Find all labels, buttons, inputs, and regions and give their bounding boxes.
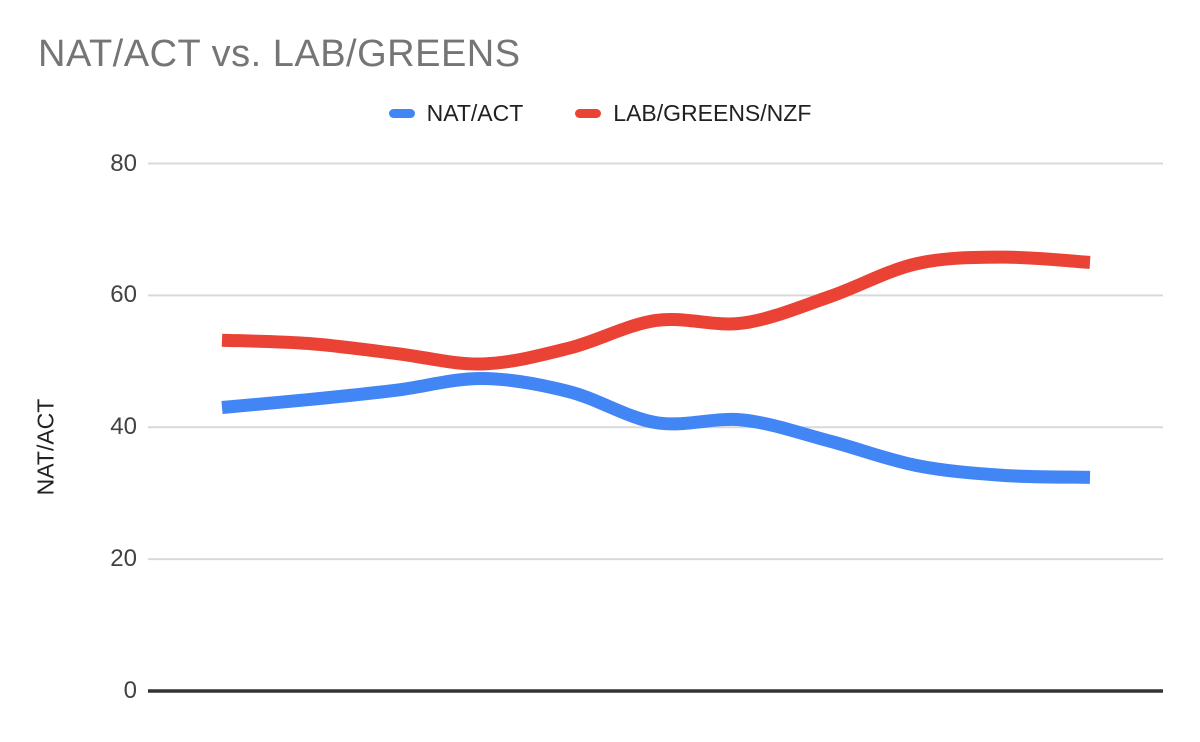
legend-item-lab-greens-nzf: LAB/GREENS/NZF	[575, 100, 811, 127]
legend-swatch-blue	[388, 109, 415, 118]
series-line-nat-act	[221, 371, 1091, 484]
y-tick-label-80: 80	[110, 149, 137, 177]
chart-title: NAT/ACT vs. LAB/GREENS	[38, 33, 521, 75]
legend-item-nat-act: NAT/ACT	[388, 100, 524, 127]
legend: NAT/ACT LAB/GREENS/NZF	[0, 100, 1200, 127]
y-tick-label-0: 0	[123, 677, 137, 704]
legend-label-nat-act: NAT/ACT	[426, 100, 524, 126]
series-line-lab-greens-nzf	[221, 250, 1091, 371]
y-tick-label-40: 40	[110, 413, 137, 441]
y-tick-label-20: 20	[110, 545, 137, 573]
y-tick-label-60: 60	[110, 281, 137, 309]
legend-label-lab-greens-nzf: LAB/GREENS/NZF	[613, 100, 812, 126]
legend-swatch-red	[575, 109, 602, 118]
